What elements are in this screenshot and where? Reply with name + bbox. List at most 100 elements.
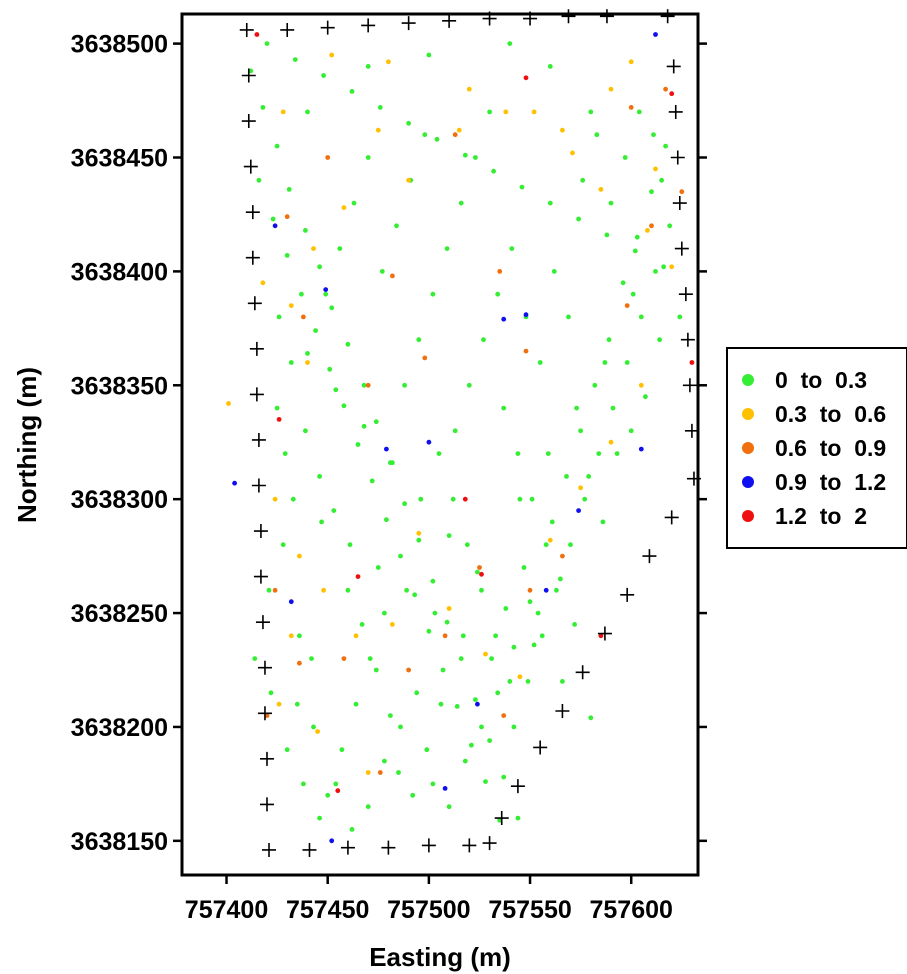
data-point (574, 405, 579, 411)
boundary-marker (599, 9, 614, 24)
data-point (297, 633, 302, 639)
data-point (282, 451, 288, 456)
data-point (507, 41, 513, 46)
legend-swatch (742, 510, 754, 522)
data-point (501, 713, 507, 718)
data-point (418, 496, 424, 502)
data-point (426, 52, 432, 58)
data-point (290, 496, 296, 502)
data-point (495, 690, 501, 696)
boundary-marker (257, 706, 272, 721)
data-point (430, 781, 436, 787)
data-point (614, 451, 620, 456)
legend-swatch (742, 408, 754, 420)
boundary-marker (555, 704, 570, 718)
data-point (598, 187, 604, 192)
data-point (414, 690, 420, 696)
data-point (440, 667, 446, 673)
data-point (511, 724, 517, 730)
data-point (321, 73, 326, 78)
data-point (294, 701, 300, 707)
data-point (264, 41, 270, 46)
data-point (384, 517, 389, 523)
data-point (663, 86, 668, 92)
data-point (373, 419, 379, 425)
boundary-marker (533, 740, 548, 755)
data-point (301, 314, 306, 320)
boundary-marker (674, 241, 689, 256)
data-point (481, 337, 486, 343)
data-point (456, 127, 462, 133)
data-point (669, 91, 675, 97)
data-point (264, 713, 270, 718)
data-point (503, 606, 509, 611)
data-point (386, 59, 391, 65)
data-point (458, 200, 464, 206)
data-point (653, 32, 658, 37)
data-point (551, 269, 557, 274)
data-point (600, 519, 606, 525)
data-point (351, 200, 357, 206)
boundary-marker (494, 811, 509, 826)
boundary-marker (682, 378, 697, 393)
data-point (305, 360, 310, 365)
data-point (549, 519, 555, 525)
data-point (582, 496, 588, 502)
boundary-marker (620, 587, 635, 602)
data-point (491, 168, 496, 174)
boundary-marker (249, 387, 264, 402)
data-point (497, 817, 503, 823)
data-point (651, 132, 656, 138)
data-point (517, 496, 523, 502)
boundary-marker (660, 9, 675, 24)
data-point (416, 337, 422, 343)
boundary-marker (666, 59, 681, 74)
legend-label: 1.2 to 2 (775, 503, 867, 529)
x-axis-label: Easting (m) (369, 942, 511, 972)
data-point (604, 232, 610, 238)
data-point (628, 105, 634, 110)
data-point (422, 132, 428, 138)
data-point (382, 758, 387, 764)
data-point (382, 610, 387, 616)
data-point (286, 187, 292, 192)
data-point (527, 587, 533, 593)
data-point (365, 804, 371, 810)
data-point (335, 788, 341, 794)
data-point (649, 189, 654, 195)
boundary-marker (302, 842, 317, 857)
data-points (226, 32, 695, 844)
data-point (305, 351, 310, 356)
data-point (390, 460, 395, 466)
data-point (473, 697, 478, 702)
data-point (299, 291, 304, 297)
data-point (323, 287, 329, 292)
data-point (610, 405, 616, 411)
boundary-marker (672, 196, 687, 211)
data-point (462, 152, 468, 158)
data-point (288, 633, 294, 639)
data-point (355, 574, 361, 579)
boundary-marker (253, 524, 268, 539)
data-point (341, 205, 347, 211)
data-point (280, 109, 286, 115)
data-point (560, 553, 565, 559)
data-point (288, 360, 294, 365)
data-point (511, 644, 517, 650)
data-point (628, 428, 634, 434)
data-point (365, 770, 371, 775)
data-point (323, 291, 329, 297)
data-point (284, 253, 290, 258)
data-point (523, 75, 529, 81)
boundary-marker (340, 840, 355, 855)
boundary-marker (255, 615, 270, 630)
data-point (547, 537, 553, 543)
data-point (446, 606, 452, 611)
boundary-marker (249, 341, 264, 356)
data-point (272, 496, 278, 502)
data-point (272, 223, 278, 229)
data-point (501, 774, 507, 780)
boundary-markers (239, 9, 701, 857)
data-point (622, 155, 628, 160)
data-point (252, 656, 258, 661)
